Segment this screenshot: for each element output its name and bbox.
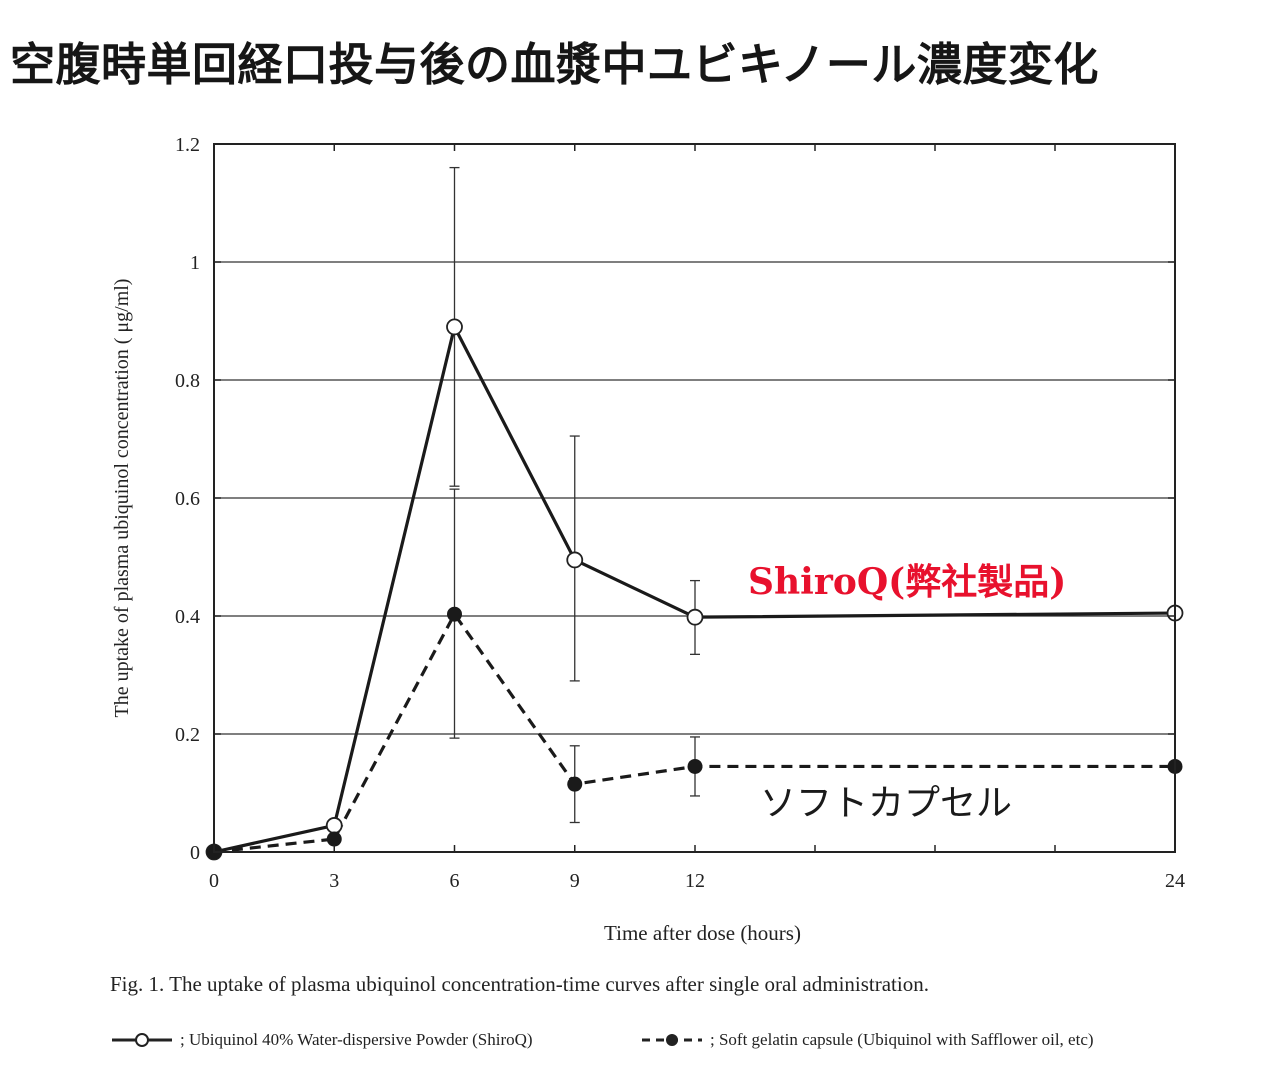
x-tick-label: 24 — [1165, 870, 1185, 892]
data-point — [446, 318, 463, 336]
x-tick-label: 3 — [329, 870, 339, 892]
x-axis-label: Time after dose (hours) — [604, 921, 801, 945]
data-point — [326, 831, 342, 847]
data-point — [325, 817, 343, 834]
data-point — [567, 776, 583, 792]
grid-lines — [214, 261, 1175, 735]
legend-item-shiroq: ; Ubiquinol 40% Water-dispersive Powder … — [110, 1030, 533, 1050]
y-tick-label: 0.6 — [175, 488, 200, 510]
series-annotation-shiroq: ShiroQ(弊社製品) — [748, 561, 1066, 603]
y-tick-label: 0 — [190, 842, 200, 864]
y-tick-label: 0.8 — [175, 370, 200, 392]
figure-caption: Fig. 1. The uptake of plasma ubiquinol c… — [110, 972, 929, 996]
x-tick-label: 9 — [570, 870, 580, 892]
error-bars — [449, 166, 700, 824]
data-point — [687, 758, 703, 774]
plot-frame — [213, 143, 1176, 853]
y-tick-label: 1 — [190, 252, 200, 274]
data-point — [566, 551, 584, 569]
y-axis-label: The uptake of plasma ubiquinol concentra… — [111, 279, 133, 718]
line-chart: 0 0.2 0.4 0.6 0.8 1 1.2 0 3 6 9 12 24 The uptake of … — [111, 134, 1185, 945]
data-point — [686, 608, 704, 626]
y-tick-label: 0.4 — [175, 606, 200, 628]
x-tick-label: 6 — [450, 870, 460, 892]
y-tick-label: 1.2 — [175, 134, 200, 156]
y-tick-label: 0.2 — [175, 724, 200, 746]
axis-ticks: 0 0.2 0.4 0.6 0.8 1 1.2 0 3 6 9 12 24 — [175, 134, 1185, 892]
legend-dashed-line-filled-circle-icon — [642, 1034, 702, 1046]
legend-solid-line-open-circle-icon — [112, 1033, 172, 1047]
legend: ; Ubiquinol 40% Water-dispersive Powder … — [110, 1030, 1250, 1054]
legend-label-soft-capsule: ; Soft gelatin capsule (Ubiquinol with S… — [710, 1030, 1094, 1049]
x-tick-label: 0 — [209, 870, 219, 892]
series-lines — [213, 325, 1176, 854]
series-line-1 — [213, 612, 1175, 854]
data-point — [447, 606, 462, 622]
series-annotation-soft-capsule: ソフトカプセル — [760, 783, 1012, 824]
legend-item-soft-capsule: ; Soft gelatin capsule (Ubiquinol with S… — [640, 1030, 1094, 1050]
page-title: 空腹時単回経口投与後の血漿中ユビキノール濃度変化 — [10, 38, 1099, 91]
x-tick-label: 12 — [685, 870, 705, 892]
series-line-0 — [213, 325, 1176, 854]
legend-label-shiroq: ; Ubiquinol 40% Water-dispersive Powder … — [180, 1030, 533, 1049]
